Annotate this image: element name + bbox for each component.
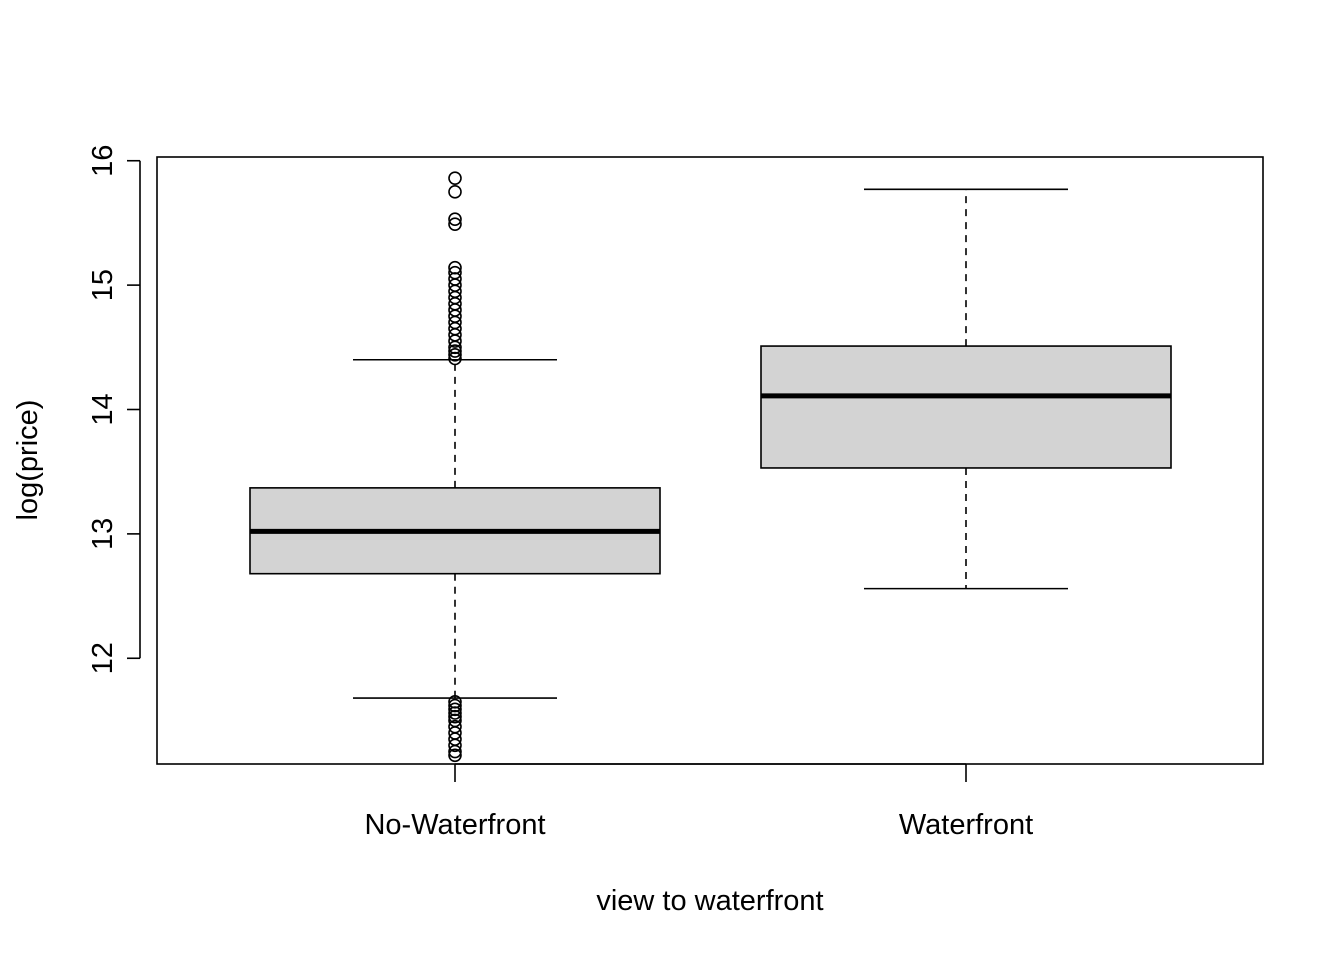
axis-layer: 12 13 14 15 16 No-Waterfront Waterfront bbox=[87, 145, 1033, 841]
outlier-point bbox=[448, 713, 462, 728]
y-tick-label: 14 bbox=[87, 393, 119, 425]
box-group-waterfront bbox=[760, 188, 1172, 590]
outlier-point bbox=[448, 351, 462, 366]
y-tick-label: 13 bbox=[87, 518, 119, 550]
iqr-box bbox=[760, 345, 1172, 469]
y-tick-label: 16 bbox=[87, 145, 119, 177]
x-tick-label: Waterfront bbox=[899, 809, 1033, 841]
outlier-point bbox=[448, 185, 462, 199]
outlier-point bbox=[448, 265, 462, 280]
outlier-point bbox=[448, 709, 462, 724]
boxes-layer bbox=[249, 171, 1172, 763]
x-axis-title: view to waterfront bbox=[596, 885, 823, 917]
outlier-point bbox=[448, 706, 462, 720]
y-tick-label: 15 bbox=[87, 269, 119, 301]
y-tick-label: 12 bbox=[87, 642, 119, 674]
outlier-point bbox=[448, 260, 462, 275]
outlier-point bbox=[448, 748, 462, 763]
y-axis-title: log(price) bbox=[12, 400, 44, 521]
outlier-point bbox=[448, 272, 462, 286]
outlier-point bbox=[448, 347, 462, 362]
outlier-point bbox=[448, 695, 462, 709]
outlier-point bbox=[448, 719, 462, 734]
outlier-point bbox=[448, 344, 462, 358]
x-tick-label: No-Waterfront bbox=[364, 809, 545, 841]
outlier-point bbox=[448, 698, 462, 713]
outlier-point bbox=[448, 212, 462, 226]
box-group-no-waterfront bbox=[249, 171, 661, 763]
outlier-point bbox=[448, 217, 462, 231]
outlier-point bbox=[448, 702, 462, 717]
outlier-point bbox=[448, 171, 462, 185]
